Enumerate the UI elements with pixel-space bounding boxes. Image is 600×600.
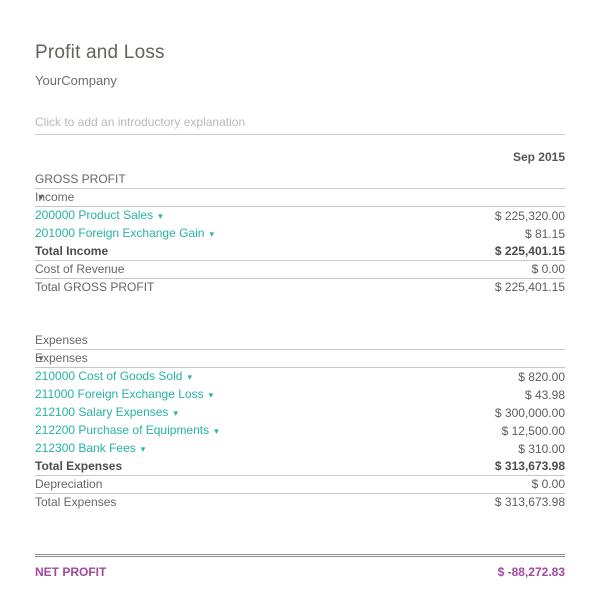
row-label-cell: Depreciation [35, 475, 300, 494]
row-label-cell: Total GROSS PROFIT [35, 279, 300, 297]
account-link[interactable]: 212200 Purchase of Equipments [35, 423, 210, 437]
row-210000-cost-of-goods-sold: 210000 Cost of Goods Sold ▾ $ 820.00 [35, 368, 565, 387]
row-212300-bank-fees: 212300 Bank Fees ▾ $ 310.00 [35, 440, 565, 458]
row-label-cell: NET PROFIT [35, 553, 300, 581]
row-label-cell: 211000 Foreign Exchange Loss ▾ [35, 386, 300, 404]
row-expenses: Expenses [35, 332, 565, 350]
row-label-cell: 212100 Salary Expenses ▾ [35, 404, 300, 422]
dropdown-caret-icon[interactable]: ▾ [208, 390, 214, 400]
spacer-row [35, 511, 565, 555]
dropdown-caret-icon[interactable]: ▾ [209, 229, 214, 239]
row-label-cell: 212200 Purchase of Equipments ▾ [35, 422, 300, 440]
row-net-profit: NET PROFIT $ -88,272.83 [35, 553, 565, 581]
row-label: Depreciation [35, 477, 103, 491]
spacer-cell [35, 296, 565, 332]
period-header: Sep 2015 [512, 150, 565, 164]
row-gross-profit: GROSS PROFIT [35, 171, 565, 189]
report-table: Sep 2015 GROSS PROFIT ▼ Income 200000 Produ… [35, 135, 565, 581]
dropdown-caret-icon[interactable]: ▾ [214, 426, 219, 436]
row-200000-product-sales: 200000 Product Sales ▾ $ 225,320.00 [35, 207, 565, 226]
row-label-cell: Total Expenses [35, 458, 300, 476]
row-label[interactable]: Income [35, 190, 75, 204]
row-total-expenses: Total Expenses $ 313,673.98 [35, 494, 565, 512]
row-label-cell: ▼ Expenses [35, 349, 300, 368]
dropdown-caret-icon[interactable]: ▾ [173, 408, 178, 418]
row-income: ▼ Income [35, 188, 565, 207]
row-depreciation: Depreciation $ 0.00 [35, 475, 565, 494]
fold-caret-icon[interactable]: ▼ [37, 193, 45, 202]
row-amount: $ 0.00 [300, 260, 565, 279]
row-label: Cost of Revenue [35, 262, 125, 276]
header-row: Sep 2015 [35, 135, 565, 171]
account-link[interactable]: 212100 Salary Expenses [35, 405, 169, 419]
row-label-cell: 200000 Product Sales ▾ [35, 207, 300, 226]
row-amount: $ 0.00 [300, 475, 565, 494]
row-label: Total Expenses [35, 459, 123, 473]
row-amount: $ 313,673.98 [494, 495, 565, 509]
row-label-cell: 212300 Bank Fees ▾ [35, 440, 300, 458]
row-amount: $ 310.00 [518, 441, 565, 456]
row-211000-foreign-exchange-loss: 211000 Foreign Exchange Loss ▾ $ 43.98 [35, 386, 565, 404]
row-212100-salary-expenses: 212100 Salary Expenses ▾ $ 300,000.00 [35, 404, 565, 422]
row-label-cell: ▼ Income [35, 188, 300, 207]
dropdown-caret-icon[interactable]: ▾ [140, 444, 146, 454]
row-amount: $ 81.15 [524, 226, 565, 241]
row-label-cell: Total Income [35, 243, 300, 261]
row-amount: $ 43.98 [524, 387, 565, 402]
row-amount: $ 225,401.15 [494, 280, 565, 294]
row-amount: $ 225,320.00 [494, 208, 565, 223]
report-title: Profit and Loss [35, 42, 165, 63]
row-amount [300, 332, 565, 350]
row-amount: $ 820.00 [518, 369, 565, 384]
row-amount [300, 349, 565, 368]
row-amount [300, 188, 565, 207]
intro-placeholder-input[interactable]: Click to add an introductory explanation [35, 115, 565, 135]
row-label: Expenses [35, 333, 88, 347]
row-amount: $ 225,401.15 [300, 243, 565, 261]
row-amount: $ 313,673.98 [300, 458, 565, 476]
company-name: YourCompany [35, 73, 117, 88]
account-link[interactable]: 210000 Cost of Goods Sold [35, 369, 183, 383]
row-201000-foreign-exchange-gain: 201000 Foreign Exchange Gain ▾ $ 81.15 [35, 225, 565, 243]
row-total-income: Total Income $ 225,401.15 [35, 243, 565, 261]
row-label-cell: 201000 Foreign Exchange Gain ▾ [35, 225, 300, 243]
row-label-cell: GROSS PROFIT [35, 171, 300, 189]
dropdown-caret-icon[interactable]: ▾ [158, 211, 163, 221]
spacer-row [35, 296, 565, 332]
row-label-cell: Expenses [35, 332, 300, 350]
row-total-gross-profit: Total GROSS PROFIT $ 225,401.15 [35, 279, 565, 297]
row-label: GROSS PROFIT [35, 172, 126, 186]
row-label-cell: Total Expenses [35, 494, 300, 512]
row-total-expenses: Total Expenses $ 313,673.98 [35, 458, 565, 476]
row-label: Total GROSS PROFIT [35, 280, 155, 294]
account-link[interactable]: 200000 Product Sales [35, 208, 154, 222]
row-cost-of-revenue: Cost of Revenue $ 0.00 [35, 260, 565, 279]
row-label-cell: Cost of Revenue [35, 260, 300, 279]
row-label-cell: 210000 Cost of Goods Sold ▾ [35, 368, 300, 387]
dropdown-caret-icon[interactable]: ▾ [187, 372, 192, 382]
account-link[interactable]: 211000 Foreign Exchange Loss [35, 387, 204, 401]
row-label[interactable]: Expenses [35, 351, 88, 365]
row-amount: $ 300,000.00 [494, 405, 565, 420]
report-page: Profit and Loss YourCompany Click to add… [35, 42, 565, 581]
row-amount: $ -88,272.83 [300, 553, 565, 581]
header-spacer [35, 135, 300, 171]
row-212200-purchase-of-equipments: 212200 Purchase of Equipments ▾ $ 12,500.0… [35, 422, 565, 440]
fold-caret-icon[interactable]: ▼ [37, 354, 45, 363]
row-label: Total Income [35, 244, 109, 258]
row-amount: $ 12,500.00 [501, 423, 565, 438]
row-expenses: ▼ Expenses [35, 349, 565, 368]
row-label: NET PROFIT [35, 564, 107, 579]
row-amount [300, 171, 565, 189]
row-label: Total Expenses [35, 495, 117, 509]
account-link[interactable]: 201000 Foreign Exchange Gain [35, 226, 205, 240]
account-link[interactable]: 212300 Bank Fees [35, 441, 136, 455]
spacer-cell [35, 511, 565, 555]
